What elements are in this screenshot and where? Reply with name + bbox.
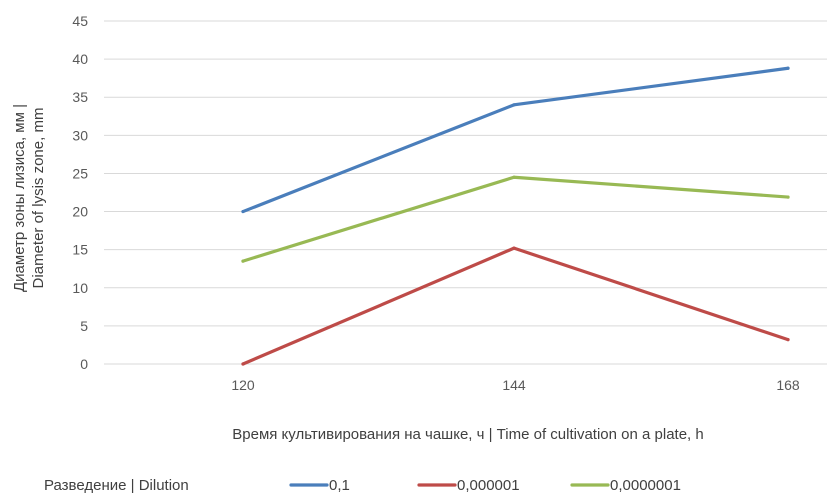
legend-entry-label: 0,0000001 bbox=[610, 477, 681, 494]
y-tick-label: 25 bbox=[72, 165, 88, 181]
x-axis-ticks: 120 144 168 bbox=[231, 377, 800, 393]
data-point bbox=[512, 175, 516, 179]
y-tick-label: 0 bbox=[80, 356, 88, 372]
y-tick-label: 45 bbox=[72, 13, 88, 29]
y-tick-label: 35 bbox=[72, 89, 88, 105]
legend-entry-label: 0,000001 bbox=[457, 477, 520, 494]
data-point bbox=[512, 246, 516, 250]
y-tick-label: 40 bbox=[72, 51, 88, 67]
x-tick-label: 120 bbox=[231, 377, 255, 393]
data-point bbox=[786, 195, 790, 199]
data-point bbox=[786, 338, 790, 342]
data-point bbox=[241, 259, 245, 263]
y-tick-label: 15 bbox=[72, 242, 88, 258]
data-point bbox=[241, 209, 245, 214]
legend-entry-label: 0,1 bbox=[329, 477, 350, 494]
y-tick-label: 20 bbox=[72, 204, 88, 220]
data-point bbox=[786, 66, 790, 70]
x-tick-label: 144 bbox=[502, 377, 526, 393]
y-axis-title-line2: Diameter of lysis zone, mm bbox=[30, 108, 47, 289]
y-tick-label: 5 bbox=[80, 318, 88, 334]
y-axis-ticks: 0 5 10 15 20 25 30 35 40 45 bbox=[72, 13, 88, 372]
legend-title: Разведение | Dilution bbox=[44, 477, 189, 494]
series-lines bbox=[241, 66, 790, 366]
data-point bbox=[241, 362, 245, 366]
y-axis-title: Диаметр зоны лизиса, мм | Diameter of ly… bbox=[11, 104, 47, 292]
legend: Разведение | Dilution 0,1 0,000001 0,00000… bbox=[44, 477, 681, 494]
y-axis-title-line1: Диаметр зоны лизиса, мм | bbox=[11, 104, 28, 292]
x-axis-title: Время культивирования на чашке, ч | Time… bbox=[232, 426, 703, 443]
y-tick-label: 30 bbox=[72, 127, 88, 143]
gridlines bbox=[104, 20, 827, 365]
series-line-1 bbox=[241, 246, 790, 366]
data-point bbox=[512, 103, 516, 107]
x-tick-label: 168 bbox=[776, 377, 800, 393]
y-tick-label: 10 bbox=[72, 280, 88, 296]
